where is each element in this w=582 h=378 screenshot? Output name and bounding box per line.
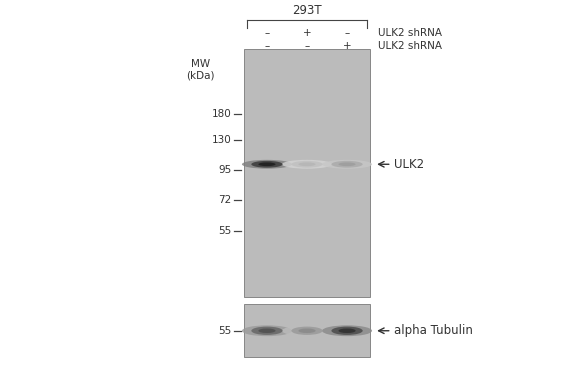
Ellipse shape bbox=[258, 328, 275, 333]
Text: ULK2: ULK2 bbox=[394, 158, 424, 171]
Text: –: – bbox=[264, 28, 269, 38]
Text: –: – bbox=[345, 28, 350, 38]
Text: –: – bbox=[304, 41, 310, 51]
Ellipse shape bbox=[339, 328, 356, 333]
Ellipse shape bbox=[242, 325, 292, 336]
Ellipse shape bbox=[282, 160, 332, 169]
Ellipse shape bbox=[292, 327, 322, 335]
Text: 180: 180 bbox=[212, 108, 232, 119]
Ellipse shape bbox=[322, 325, 372, 336]
Ellipse shape bbox=[258, 163, 275, 166]
Text: –: – bbox=[264, 41, 269, 51]
Bar bbox=[244, 49, 370, 297]
Text: 55: 55 bbox=[218, 326, 232, 336]
Text: +: + bbox=[343, 41, 352, 51]
Text: 55: 55 bbox=[218, 226, 232, 236]
Text: ULK2 shRNA: ULK2 shRNA bbox=[378, 41, 442, 51]
Text: 72: 72 bbox=[218, 195, 232, 205]
Ellipse shape bbox=[331, 327, 363, 335]
Ellipse shape bbox=[292, 161, 322, 168]
Text: ULK2 shRNA: ULK2 shRNA bbox=[378, 28, 442, 38]
Ellipse shape bbox=[331, 161, 363, 168]
Text: MW
(kDa): MW (kDa) bbox=[187, 59, 215, 80]
Text: alpha Tubulin: alpha Tubulin bbox=[394, 324, 473, 337]
Text: 130: 130 bbox=[212, 135, 232, 144]
Ellipse shape bbox=[282, 325, 332, 336]
Ellipse shape bbox=[251, 161, 283, 168]
Ellipse shape bbox=[339, 163, 356, 166]
Ellipse shape bbox=[251, 327, 283, 335]
Text: 293T: 293T bbox=[293, 4, 322, 17]
Bar bbox=[244, 304, 370, 357]
Text: +: + bbox=[303, 28, 311, 38]
Ellipse shape bbox=[322, 160, 372, 169]
Ellipse shape bbox=[242, 160, 292, 169]
Ellipse shape bbox=[299, 328, 315, 333]
Text: 95: 95 bbox=[218, 166, 232, 175]
Ellipse shape bbox=[299, 163, 315, 166]
